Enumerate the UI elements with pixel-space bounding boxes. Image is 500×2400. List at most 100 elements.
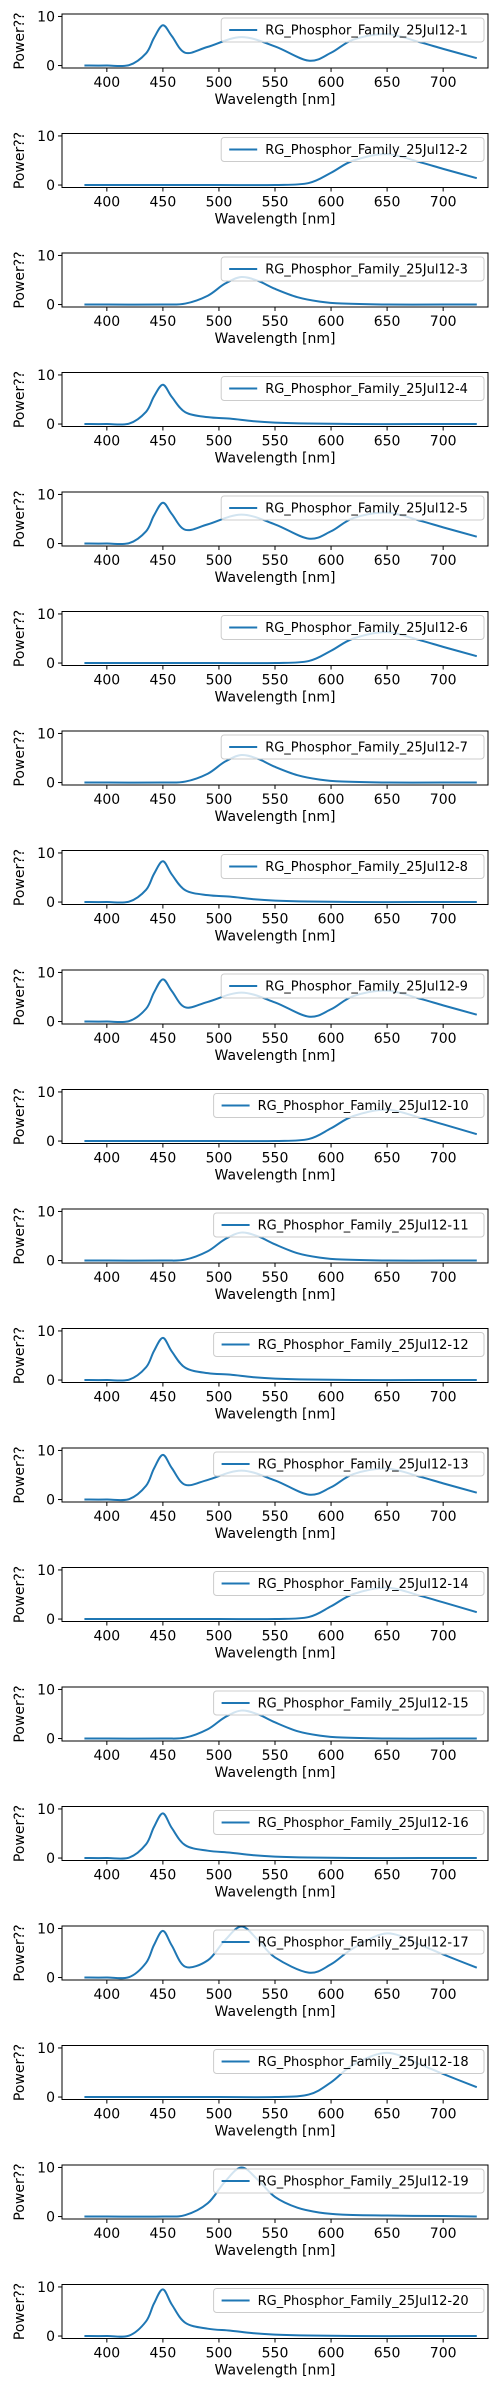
y-tick-label: 0 xyxy=(46,537,55,553)
y-tick-label: 10 xyxy=(37,1682,55,1698)
x-tick-label: 600 xyxy=(318,2107,345,2123)
y-tick-label: 10 xyxy=(37,9,55,25)
y-tick-label: 10 xyxy=(37,368,55,384)
x-axis-label: Wavelength [nm] xyxy=(215,570,336,586)
legend-box xyxy=(220,973,485,999)
legend-box xyxy=(220,734,485,760)
x-tick-label: 550 xyxy=(262,673,289,689)
y-tick-label: 0 xyxy=(46,1612,55,1628)
subplot-6: 400 450 500 550 600 650 700 0 10 Wavelength [nm] P… xyxy=(12,607,489,706)
x-tick-label: 550 xyxy=(262,195,289,211)
x-axis-label: Wavelength [nm] xyxy=(215,1646,336,1662)
x-tick-label: 500 xyxy=(206,912,233,928)
legend-label: RG_Phosphor_Family_25Jul12-2 xyxy=(265,143,468,158)
x-tick-label: 600 xyxy=(318,1748,345,1764)
series-line xyxy=(84,860,477,904)
x-axis-label: Wavelength [nm] xyxy=(215,2363,336,2379)
x-tick-label: 550 xyxy=(262,2107,289,2123)
x-tick-label: 400 xyxy=(93,1629,120,1645)
y-axis-label: Power?? xyxy=(12,1327,28,1384)
y-tick-label: 0 xyxy=(46,1373,55,1389)
x-tick-label: 600 xyxy=(318,75,345,91)
x-axis-label: Wavelength [nm] xyxy=(215,2243,336,2259)
y-axis-label: Power?? xyxy=(12,2044,28,2101)
x-tick-label: 700 xyxy=(430,912,457,928)
y-tick-label: 0 xyxy=(46,178,55,194)
x-tick-label: 600 xyxy=(318,2226,345,2242)
x-tick-label: 600 xyxy=(318,1987,345,2003)
x-tick-label: 600 xyxy=(318,314,345,330)
x-axis-label: Wavelength [nm] xyxy=(215,1287,336,1303)
x-tick-label: 450 xyxy=(150,1390,177,1406)
legend-label: RG_Phosphor_Family_25Jul12-6 xyxy=(265,621,468,636)
x-tick-label: 650 xyxy=(374,195,401,211)
x-tick-label: 650 xyxy=(374,1748,401,1764)
legend-box xyxy=(220,137,485,162)
x-tick-label: 700 xyxy=(430,2346,457,2362)
y-axis-label: Power?? xyxy=(12,968,28,1025)
x-tick-label: 400 xyxy=(93,1031,120,1047)
x-tick-label: 450 xyxy=(150,2346,177,2362)
x-tick-label: 450 xyxy=(150,1868,177,1884)
x-tick-label: 550 xyxy=(262,1031,289,1047)
series-line xyxy=(84,383,477,426)
x-tick-label: 700 xyxy=(430,673,457,689)
x-tick-label: 700 xyxy=(430,1390,457,1406)
subplot-15: 400 450 500 550 600 650 700 0 10 Wavelength [nm] P… xyxy=(12,1682,489,1781)
legend: RG_Phosphor_Family_25Jul12-6 xyxy=(220,615,485,640)
legend: RG_Phosphor_Family_25Jul12-14 xyxy=(213,1571,485,1596)
y-tick-label: 10 xyxy=(37,2041,55,2057)
x-tick-label: 600 xyxy=(318,1151,345,1167)
legend: RG_Phosphor_Family_25Jul12-20 xyxy=(213,2288,485,2313)
legend-label: RG_Phosphor_Family_25Jul12-4 xyxy=(265,382,468,397)
subplot-2: 400 450 500 550 600 650 700 0 10 Wavelength [nm] P… xyxy=(12,129,489,228)
y-axis-label: Power?? xyxy=(12,729,28,786)
subplot-16: 400 450 500 550 600 650 700 0 10 Wavelength [nm] P… xyxy=(12,1802,489,1901)
legend-label: RG_Phosphor_Family_25Jul12-17 xyxy=(258,1936,469,1951)
x-tick-label: 450 xyxy=(150,1748,177,1764)
legend-box xyxy=(213,1332,485,1357)
y-tick-label: 10 xyxy=(37,846,55,862)
x-tick-label: 600 xyxy=(318,1868,345,1884)
x-tick-label: 700 xyxy=(430,314,457,330)
y-tick-label: 0 xyxy=(46,298,55,314)
legend-label: RG_Phosphor_Family_25Jul12-11 xyxy=(258,1219,469,1234)
legend: RG_Phosphor_Family_25Jul12-5 xyxy=(220,495,485,521)
x-tick-label: 700 xyxy=(430,1748,457,1764)
y-axis-label: Power?? xyxy=(12,1566,28,1623)
x-tick-label: 450 xyxy=(150,912,177,928)
x-tick-label: 500 xyxy=(206,1987,233,2003)
x-tick-label: 400 xyxy=(93,2107,120,2123)
x-axis-label: Wavelength [nm] xyxy=(215,451,336,467)
legend: RG_Phosphor_Family_25Jul12-3 xyxy=(220,256,485,282)
x-tick-label: 500 xyxy=(206,314,233,330)
subplot-20: 400 450 500 550 600 650 700 0 10 Wavelength [nm] P… xyxy=(12,2280,489,2379)
y-axis-label: Power?? xyxy=(12,132,28,189)
legend-label: RG_Phosphor_Family_25Jul12-15 xyxy=(258,1697,469,1712)
x-tick-label: 650 xyxy=(374,1509,401,1525)
x-tick-label: 400 xyxy=(93,434,120,450)
x-axis-label: Wavelength [nm] xyxy=(215,2124,336,2140)
subplot-3: 400 450 500 550 600 650 700 0 10 Wavelength [nm] P… xyxy=(12,248,489,347)
x-tick-label: 450 xyxy=(150,1151,177,1167)
x-tick-label: 450 xyxy=(150,1629,177,1645)
legend-box xyxy=(213,2288,485,2313)
series-line xyxy=(84,1336,477,1382)
x-tick-label: 600 xyxy=(318,673,345,689)
subplot-19: 400 450 500 550 600 650 700 0 10 Wavelength [nm] P… xyxy=(12,2160,489,2259)
x-tick-label: 450 xyxy=(150,1270,177,1286)
legend-box xyxy=(220,495,485,521)
x-tick-label: 400 xyxy=(93,2226,120,2242)
y-tick-label: 0 xyxy=(46,1851,55,1867)
legend-label: RG_Phosphor_Family_25Jul12-8 xyxy=(265,860,468,875)
x-tick-label: 600 xyxy=(318,195,345,211)
y-axis-label: Power?? xyxy=(12,1805,28,1862)
x-tick-label: 600 xyxy=(318,1031,345,1047)
legend-box xyxy=(220,615,485,640)
subplot-4: 400 450 500 550 600 650 700 0 10 Wavelength [nm] P… xyxy=(12,368,489,467)
y-tick-label: 0 xyxy=(46,2329,55,2345)
x-tick-label: 600 xyxy=(318,1629,345,1645)
y-axis-label: Power?? xyxy=(12,1207,28,1264)
y-axis-label: Power?? xyxy=(12,1446,28,1503)
